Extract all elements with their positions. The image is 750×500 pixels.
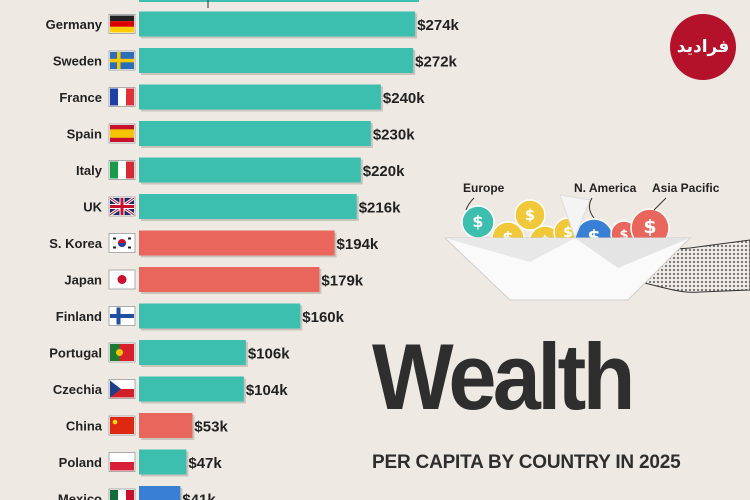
bar [139,194,357,219]
legend-item-asia-pacific: Asia Pacific [652,181,720,211]
paper-boat-illustration: $$$$$$$$ [443,194,750,301]
bar [139,267,320,292]
value-label: $230k [373,127,415,144]
legend-label: Europe [463,181,505,195]
flag-icon [108,452,136,472]
value-label: $47k [188,455,222,472]
bar-row-germany: Germany $274k [46,11,460,39]
bar [139,340,246,365]
flag-icon [108,87,136,107]
legend-leader-line [653,197,667,211]
dollar-icon: $ [643,216,656,238]
category-label: UK [83,200,102,215]
bar-row-sweden: Sweden $272k [53,48,458,75]
category-label: Germany [46,17,103,32]
bar [139,230,335,256]
bar [139,157,361,183]
bar [139,486,181,500]
bar [139,121,371,146]
bar-row-spain: Spain $230k [67,121,415,148]
bar [139,11,416,37]
category-label: China [66,419,103,434]
dollar-icon: $ [525,206,535,224]
category-label: France [59,90,102,105]
value-label: $272k [415,54,457,71]
flag-icon [108,14,136,34]
dollar-icon: $ [619,228,628,243]
value-label: $216k [359,200,401,217]
flag-icon [108,415,136,436]
chart-title: Wealth [372,324,636,429]
chart-subtitle: PER CAPITA BY COUNTRY IN 2025 [372,452,681,473]
flag-icon [108,306,136,326]
bar-row-poland: Poland $47k [59,449,222,477]
bar-row-china: China $53k [66,413,228,440]
value-label: $220k [363,163,405,180]
category-label: Italy [76,163,103,178]
category-label: Mexico [58,492,102,500]
value-label: $179k [321,273,363,290]
category-label: Portugal [49,346,102,361]
value-label: $106k [248,346,290,363]
flag-icon [108,379,136,399]
dollar-icon: $ [472,212,483,231]
bar [139,303,301,329]
bar-row-portugal: Portugal $106k [49,340,290,367]
category-label: Finland [56,309,102,324]
bar-row-italy: Italy $220k [76,157,405,185]
flag-icon [108,196,136,217]
value-label: $194k [337,236,379,253]
legend-label: Asia Pacific [652,181,720,195]
bar-row-czechia: Czechia $104k [53,376,288,404]
flag-icon [108,160,136,180]
value-label: $53k [194,419,228,436]
bar [139,449,187,475]
bar-row-france: France $240k [59,84,425,112]
bar-offscreen [139,0,419,2]
flag-icon [108,342,136,363]
value-label: $240k [383,90,425,107]
value-label: $41k [182,492,216,500]
bar [139,48,414,73]
flag-icon [108,233,136,253]
brand-logo: فرادید [670,14,736,80]
flag-icon [108,488,136,500]
bar-row-mexico: Mexico $41k [58,486,216,500]
category-label: Japan [64,273,102,288]
legend-item-europe: Europe [463,181,505,211]
bar [139,84,381,110]
bar [139,376,244,402]
category-label: Poland [59,455,102,470]
flag-icon [108,269,136,290]
coin-icon [514,199,546,231]
bar [139,413,193,438]
bar-row-uk: UK $216k [83,194,401,221]
legend-leader-line [465,197,475,211]
value-label: $104k [246,382,288,399]
legend-item-n-america: N. America [574,181,637,219]
legend-leader-line [588,197,595,219]
category-label: Spain [67,127,102,142]
value-label: $160k [302,309,344,326]
bar-row-finland: Finland $160k [56,303,345,331]
flag-icon [108,123,136,144]
value-label: $274k [417,17,459,34]
dollar-icon: $ [563,225,573,241]
category-label: Czechia [53,382,103,397]
category-label: S. Korea [49,236,103,251]
flag-icon [108,50,136,71]
bar-row-japan: Japan $179k [64,267,364,294]
bar-row-s-korea: S. Korea $194k [49,230,379,258]
legend-label: N. America [574,181,637,195]
category-label: Sweden [53,54,102,69]
